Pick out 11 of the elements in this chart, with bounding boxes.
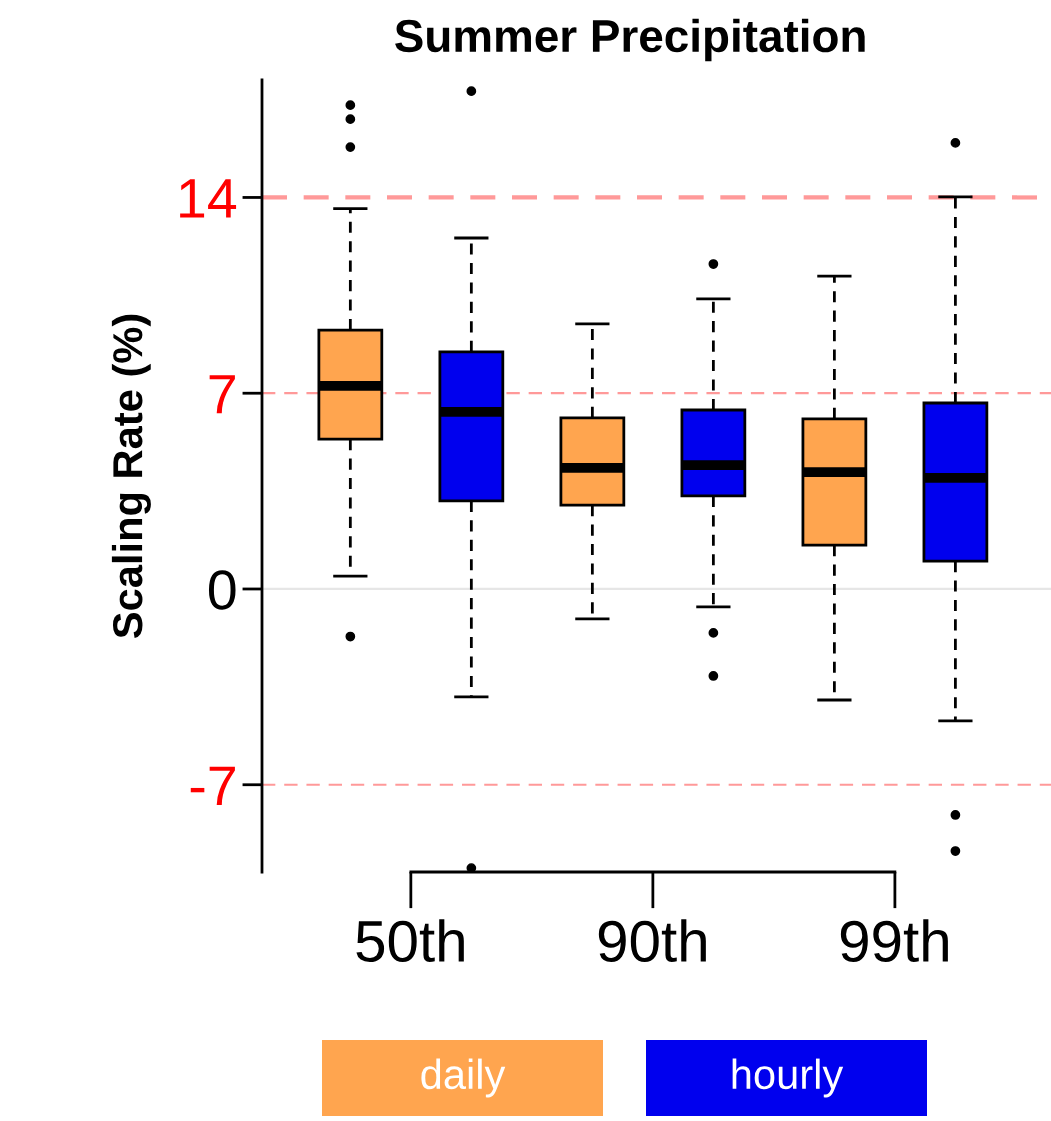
y-tick-label: 14	[180, 179, 237, 218]
y-tick-label: 7	[209, 375, 235, 414]
y-axis-title: Scaling Rate (%)	[111, 314, 151, 639]
text: hourly	[732, 1058, 844, 1098]
text: daily	[421, 1058, 506, 1098]
x-tick-label: 99th	[840, 919, 948, 963]
chart-title: Summer Precipitation	[395, 18, 865, 62]
x-tick-label: 90th	[598, 919, 706, 963]
x-tick-label: 50th	[356, 919, 464, 963]
y-tick-label: 0	[208, 570, 236, 610]
y-tick-label: -7	[190, 766, 235, 805]
